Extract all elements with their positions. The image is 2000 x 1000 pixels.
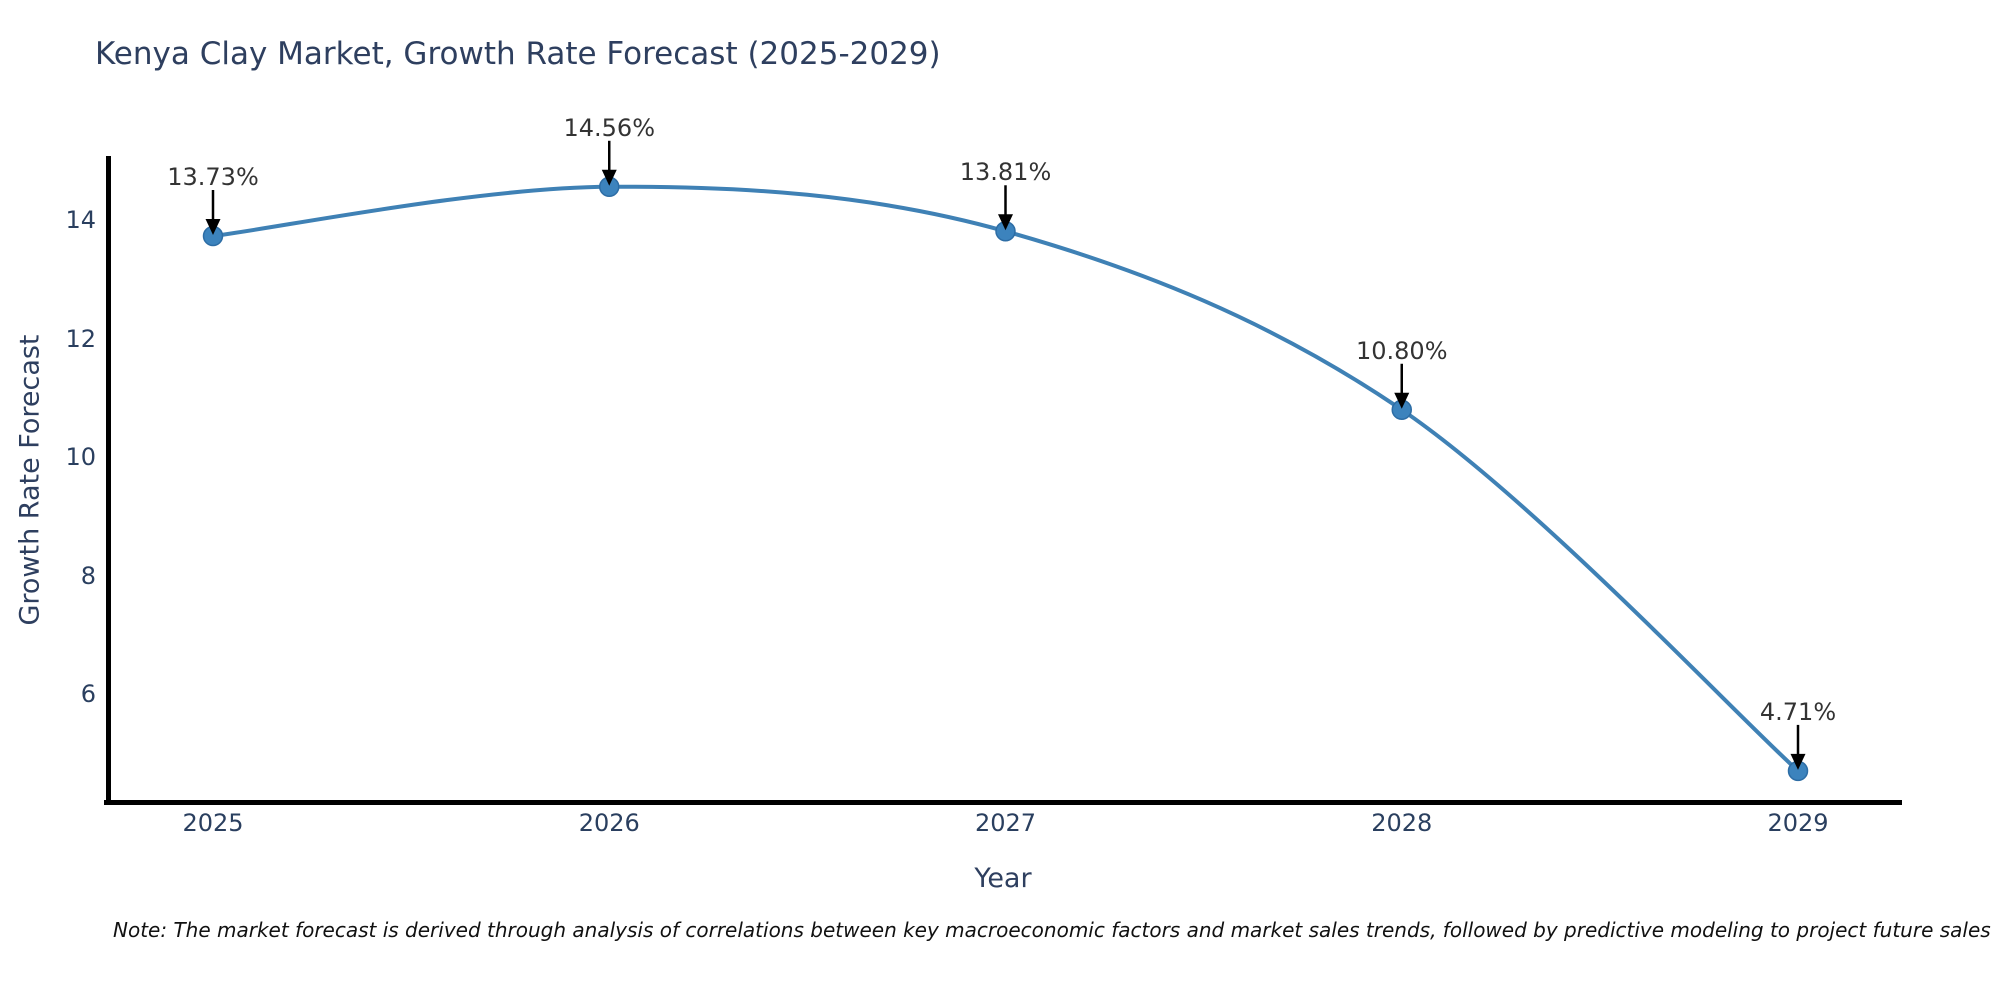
- data-point-label: 13.73%: [167, 163, 259, 191]
- chart-footnote: Note: The market forecast is derived thr…: [113, 918, 1991, 942]
- data-point-markers: [202, 176, 1809, 782]
- y-axis-spine: [106, 156, 111, 805]
- y-tick-label: 12: [65, 324, 96, 353]
- y-axis-label: Growth Rate Forecast: [14, 334, 46, 626]
- x-tick-label: 2025: [182, 809, 244, 837]
- annotation-arrow-head: [1790, 753, 1806, 770]
- annotation-arrow-head: [998, 214, 1013, 231]
- data-point-label: 4.71%: [1759, 697, 1837, 726]
- forecast-curve: [212, 184, 1800, 773]
- data-point-label: 13.81%: [959, 158, 1052, 187]
- line-series: [212, 184, 1800, 773]
- x-axis-label: Year: [974, 863, 1032, 894]
- annotation-arrow-head: [1394, 392, 1410, 409]
- y-tick-label: 14: [65, 206, 96, 234]
- x-tick-label: 2029: [1767, 809, 1829, 837]
- annotation-arrows: [205, 140, 1806, 770]
- annotation-arrow-head: [205, 219, 221, 236]
- y-tick-label: 8: [80, 561, 96, 590]
- data-point-label: 14.56%: [563, 113, 655, 142]
- annotation-arrow-head: [601, 169, 617, 186]
- x-axis-spine: [104, 800, 1902, 805]
- x-tick-label: 2027: [974, 809, 1037, 837]
- chart-title: Kenya Clay Market, Growth Rate Forecast …: [95, 36, 941, 72]
- y-tick-label: 6: [80, 680, 96, 709]
- y-tick-label: 10: [65, 443, 96, 472]
- data-point-label: 10.80%: [1355, 336, 1448, 365]
- x-tick-label: 2026: [578, 809, 640, 837]
- x-tick-label: 2028: [1371, 809, 1433, 837]
